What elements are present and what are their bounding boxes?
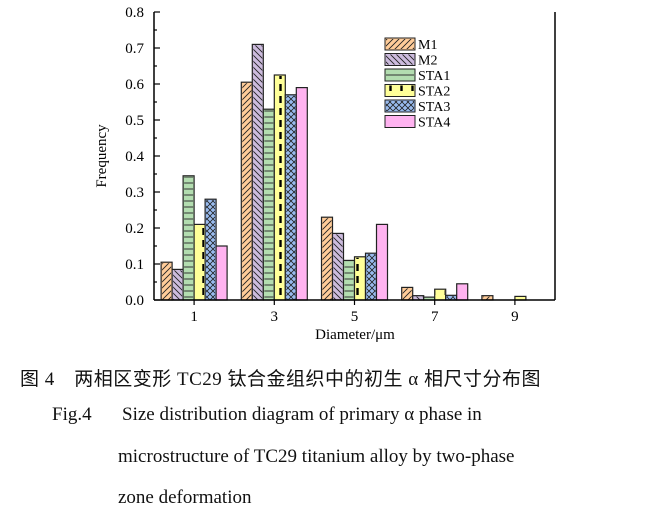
bar-pattern-sta2-7 <box>435 290 445 300</box>
x-tick-label: 9 <box>511 309 519 325</box>
bar-pattern-sta3-5 <box>366 254 376 300</box>
y-tick-label: 0.7 <box>125 41 144 57</box>
bar-pattern-m1-5 <box>322 218 332 300</box>
legend-pattern-m1 <box>386 39 414 49</box>
bar-pattern-m2-1 <box>173 270 183 300</box>
y-tick-label: 0.6 <box>125 77 144 93</box>
bar-sta4-5 <box>375 223 389 301</box>
bar-pattern-sta2-5 <box>355 257 365 300</box>
legend-pattern-sta1 <box>386 70 414 80</box>
legend-pattern-m2 <box>386 54 414 65</box>
y-tick-label: 0.5 <box>125 113 144 129</box>
bar-pattern-sta1-7 <box>424 298 434 300</box>
bar-pattern-sta1-5 <box>344 261 354 300</box>
caption-chinese: 图 4 两相区变形 TC29 钛合金组织中的初生 α 相尺寸分布图 <box>20 369 541 390</box>
legend-label-m1: M1 <box>418 38 437 53</box>
bar-pattern-sta1-3 <box>264 110 274 300</box>
bar-chart: 0.0 0.1 0.2 0.3 0.4 0.5 0.6 0.7 0.8 1 3 5 7 9 Frequen… <box>94 5 556 343</box>
bar-sta4-1 <box>215 245 228 301</box>
bar-pattern-m1-3 <box>242 83 252 300</box>
legend-label-sta1: STA1 <box>418 69 450 84</box>
y-tick-label: 0.0 <box>125 293 144 309</box>
bar-sta4-7 <box>456 283 469 301</box>
bar-pattern-sta3-1 <box>206 200 216 300</box>
bar-pattern-m2-7 <box>413 296 423 300</box>
legend-label-sta4: STA4 <box>418 116 450 131</box>
bar-pattern-sta1-1 <box>184 176 194 300</box>
y-tick-label: 0.4 <box>125 149 144 165</box>
bar-pattern-sta3-3 <box>286 95 296 300</box>
y-tick-label: 0.1 <box>125 257 144 273</box>
legend-label-m2: M2 <box>418 54 437 69</box>
caption-english-line-3: zone deformation <box>118 487 252 508</box>
x-tick-label: 5 <box>351 309 359 325</box>
bar-pattern-m2-3 <box>253 45 263 301</box>
legend-label-sta3: STA3 <box>418 100 450 115</box>
caption-english-line-1: Size distribution diagram of primary α p… <box>122 404 482 425</box>
legend-pattern-sta2 <box>386 85 414 96</box>
caption-figure-label: Fig.4 <box>52 404 92 425</box>
y-tick-label: 0.2 <box>125 221 144 237</box>
bar-pattern-sta2-1 <box>195 225 205 300</box>
x-tick-label: 1 <box>190 309 198 325</box>
caption-english-line-2: microstructure of TC29 titanium alloy by… <box>118 446 515 467</box>
x-axis-label: Diameter/μm <box>315 327 395 343</box>
bar-pattern-m1-1 <box>162 263 172 300</box>
bar-sta4-3 <box>295 86 308 301</box>
bar-pattern-sta2-9 <box>515 297 525 300</box>
bar-pattern-m2-5 <box>333 234 343 300</box>
legend-label-sta2: STA2 <box>418 85 450 100</box>
bar-pattern-sta2-3 <box>275 76 285 300</box>
y-tick-label: 0.3 <box>125 185 144 201</box>
x-tick-label: 3 <box>271 309 279 325</box>
bar-pattern-sta3-7 <box>446 296 456 300</box>
bar-pattern-m1-9 <box>482 296 492 300</box>
legend-swatch-sta4 <box>384 115 416 128</box>
legend-pattern-sta3 <box>386 101 414 111</box>
bar-pattern-m1-7 <box>402 288 412 300</box>
y-axis-label: Frequency <box>94 124 110 188</box>
x-tick-label: 7 <box>431 309 439 325</box>
y-tick-label: 0.8 <box>125 5 144 21</box>
